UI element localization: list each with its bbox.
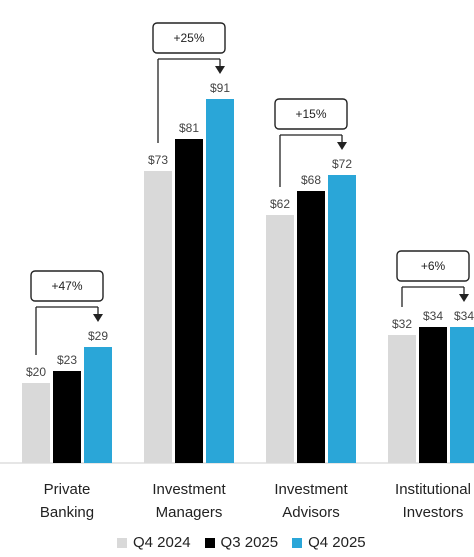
- bar-q4-2024: [144, 171, 172, 463]
- growth-callout-box: [30, 270, 104, 302]
- growth-callout-label: +25%: [173, 31, 204, 45]
- legend-item: Q3 2025: [204, 534, 279, 551]
- legend-swatch: [204, 537, 215, 548]
- bar-q4-2024: [266, 215, 294, 463]
- category-label: Institutional: [395, 481, 471, 498]
- data-label: $29: [88, 329, 108, 343]
- arrow-down-icon: [93, 314, 103, 322]
- arrow-down-icon: [459, 294, 469, 302]
- growth-callout-box: [274, 98, 348, 130]
- growth-callout-label: +6%: [421, 259, 446, 273]
- data-label: $20: [26, 365, 46, 379]
- bar-q3-2025: [297, 191, 325, 463]
- data-label: $34: [454, 309, 474, 323]
- bar-q4-2025: [328, 175, 356, 463]
- category-label: Private: [44, 481, 91, 498]
- legend-swatch: [292, 537, 303, 548]
- category-label-group: Private Banking Investment Managers Investme…: [40, 481, 471, 521]
- data-label: $62: [270, 197, 290, 211]
- category-label: Investors: [403, 504, 464, 521]
- legend-label: Q4 2024: [133, 534, 191, 551]
- bar-q3-2025: [53, 371, 81, 463]
- legend-label: Q4 2025: [308, 534, 366, 551]
- data-label: $91: [210, 81, 230, 95]
- bar-group: [22, 99, 474, 463]
- category-label: Investment: [274, 481, 348, 498]
- bar-q4-2024: [388, 335, 416, 463]
- bar-q4-2025: [450, 327, 474, 463]
- category-label: Advisors: [282, 504, 340, 521]
- data-label: $23: [57, 353, 77, 367]
- data-label: $32: [392, 317, 412, 331]
- data-label: $72: [332, 157, 352, 171]
- data-label: $73: [148, 153, 168, 167]
- growth-callout-label: +15%: [295, 107, 326, 121]
- legend-item: Q4 2025: [292, 534, 366, 551]
- category-label: Investment: [152, 481, 226, 498]
- legend-label: Q3 2025: [220, 534, 279, 551]
- bar-q4-2025: [84, 347, 112, 463]
- growth-callout-box: [396, 250, 470, 282]
- data-label: $68: [301, 173, 321, 187]
- legend-swatch: [117, 537, 127, 548]
- bar-q4-2025: [206, 99, 234, 463]
- growth-callout-group: +47% +25% +15% +6%: [30, 22, 470, 355]
- value-label-group: $20 $23 $29 $73 $81 $91 $62 $68 $72 $32 $34 $34: [26, 81, 474, 379]
- bar-q4-2024: [22, 383, 50, 463]
- category-label: Banking: [40, 504, 94, 521]
- legend: Q4 2024 Q3 2025 Q4 2025: [117, 534, 366, 551]
- arrow-down-icon: [337, 142, 347, 150]
- category-label: Managers: [156, 504, 223, 521]
- arrow-down-icon: [215, 66, 225, 74]
- bar-q3-2025: [419, 327, 447, 463]
- bar-q3-2025: [175, 139, 203, 463]
- legend-item: Q4 2024: [117, 534, 191, 551]
- data-label: $81: [179, 121, 199, 135]
- data-label: $34: [423, 309, 443, 323]
- growth-callout-label: +47%: [51, 279, 82, 293]
- growth-callout-box: [152, 22, 226, 54]
